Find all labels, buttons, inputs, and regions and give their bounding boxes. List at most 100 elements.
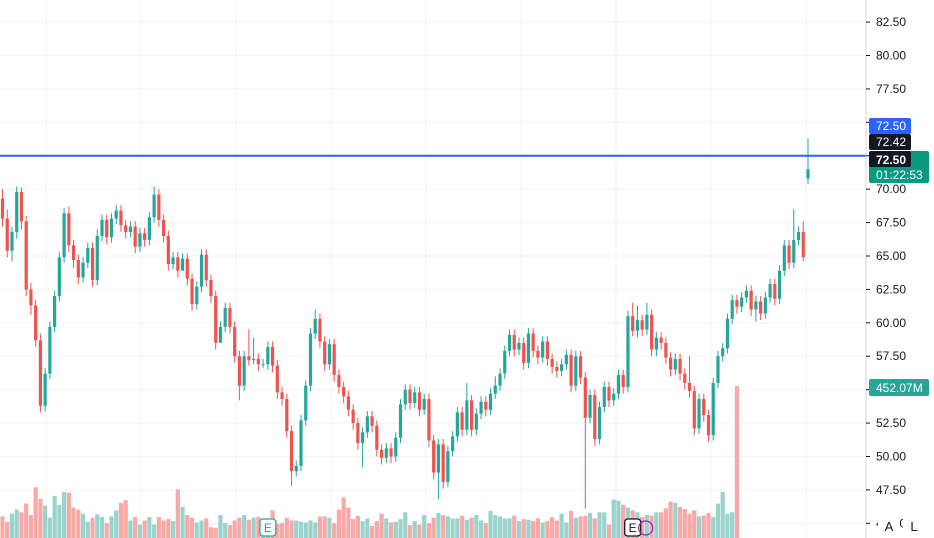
volume-bar bbox=[57, 504, 62, 538]
candle bbox=[650, 309, 654, 357]
candle bbox=[621, 369, 625, 394]
candle-body bbox=[29, 289, 33, 306]
log-scale-button[interactable]: L bbox=[903, 515, 925, 537]
candle-body bbox=[702, 399, 706, 416]
candle-body bbox=[806, 169, 810, 179]
candle-body bbox=[612, 393, 616, 401]
candle bbox=[29, 282, 33, 315]
candle-body bbox=[782, 245, 786, 271]
volume-bar bbox=[715, 503, 721, 538]
candle-body bbox=[81, 262, 85, 278]
candle bbox=[588, 389, 592, 424]
candle-body bbox=[469, 400, 474, 430]
candle-body bbox=[687, 382, 692, 391]
candle bbox=[668, 352, 673, 377]
candle-body bbox=[105, 219, 109, 238]
volume-bar bbox=[327, 517, 332, 538]
candle-body bbox=[190, 278, 194, 305]
candle bbox=[479, 396, 483, 420]
volume-bar bbox=[649, 515, 654, 538]
candle bbox=[413, 386, 417, 409]
candle-body bbox=[237, 356, 242, 386]
candle bbox=[304, 380, 308, 426]
candle bbox=[318, 313, 322, 349]
candle-body bbox=[730, 300, 734, 319]
candle-body bbox=[308, 333, 313, 386]
candle-body bbox=[616, 374, 621, 394]
earnings-marker[interactable]: E bbox=[624, 518, 642, 537]
candle bbox=[332, 338, 336, 382]
candle bbox=[398, 399, 403, 444]
price-tick-label: 52.50 bbox=[876, 416, 906, 430]
candle bbox=[209, 274, 213, 303]
candle-body bbox=[351, 409, 355, 424]
candle bbox=[616, 369, 621, 400]
candle bbox=[631, 302, 635, 337]
candle bbox=[247, 329, 251, 366]
volume-bar bbox=[497, 516, 503, 538]
candle bbox=[313, 309, 317, 339]
volume-bar bbox=[332, 523, 337, 538]
candle bbox=[86, 242, 90, 269]
volume-bar bbox=[256, 517, 261, 538]
candle bbox=[71, 239, 76, 269]
candle bbox=[256, 353, 260, 371]
volume-bar bbox=[431, 517, 436, 538]
candle bbox=[460, 407, 464, 437]
volume-bar bbox=[175, 489, 180, 538]
volume-bar bbox=[407, 525, 413, 538]
candle-body bbox=[455, 412, 459, 437]
candle bbox=[375, 420, 379, 457]
candle-body bbox=[332, 344, 336, 375]
candle bbox=[512, 329, 516, 357]
volume-bar bbox=[725, 513, 730, 538]
candle-body bbox=[57, 257, 61, 297]
candle bbox=[233, 321, 237, 363]
candle bbox=[365, 411, 369, 438]
candle-body bbox=[536, 350, 540, 358]
price-axis[interactable]: 85.0082.5080.0077.5075.0072.5070.0067.50… bbox=[865, 0, 906, 538]
candle-body bbox=[403, 389, 407, 405]
volume-bar bbox=[351, 519, 356, 538]
candle bbox=[90, 242, 95, 287]
candle-body bbox=[773, 284, 777, 299]
dividend-marker bbox=[638, 520, 654, 536]
candle bbox=[545, 336, 549, 366]
candle-body bbox=[683, 373, 687, 383]
volume-bar bbox=[114, 510, 119, 538]
candle bbox=[48, 321, 52, 379]
candle-body bbox=[356, 423, 360, 444]
candle bbox=[228, 302, 232, 334]
candle bbox=[294, 460, 298, 477]
candle-body bbox=[247, 356, 251, 361]
candle bbox=[356, 417, 360, 450]
candle bbox=[327, 338, 332, 370]
candle-body bbox=[588, 395, 592, 418]
auto-scale-button[interactable]: A bbox=[878, 515, 900, 537]
volume-bar bbox=[687, 513, 692, 538]
volume-bar bbox=[185, 515, 190, 538]
candle bbox=[654, 332, 658, 357]
volume-bar bbox=[43, 505, 48, 538]
candle-body bbox=[228, 308, 232, 327]
candle-body bbox=[451, 436, 455, 452]
earnings-marker[interactable]: E bbox=[259, 518, 277, 537]
candle bbox=[299, 415, 303, 472]
candle-body bbox=[631, 316, 635, 331]
candle bbox=[195, 281, 199, 310]
candle-body bbox=[365, 416, 369, 433]
volume-bar bbox=[218, 515, 223, 538]
candle-body bbox=[67, 213, 71, 246]
candle-body bbox=[199, 254, 204, 287]
candle-body bbox=[398, 404, 403, 438]
candle-body bbox=[479, 401, 483, 414]
candle bbox=[517, 337, 521, 355]
volume-bar bbox=[33, 487, 38, 538]
candle-body bbox=[342, 386, 346, 397]
candle-body bbox=[394, 437, 398, 457]
volume-bar bbox=[388, 522, 394, 538]
volume-bar bbox=[611, 499, 616, 538]
candle bbox=[361, 427, 365, 468]
